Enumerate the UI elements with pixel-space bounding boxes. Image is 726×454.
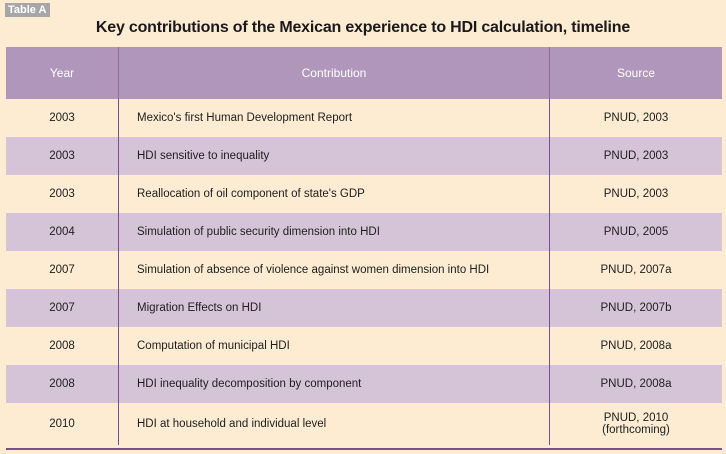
cell-contribution: Simulation of absence of violence agains… xyxy=(118,251,550,289)
cell-contribution: Reallocation of oil component of state's… xyxy=(118,175,550,213)
cell-year: 2003 xyxy=(6,137,119,175)
cell-contribution: HDI at household and individual level xyxy=(118,403,550,445)
table-header-row: Year Contribution Source xyxy=(6,47,722,99)
cell-source: PNUD, 2005 xyxy=(549,213,722,251)
table-row: 2007 Simulation of absence of violence a… xyxy=(6,251,722,289)
cell-year: 2007 xyxy=(6,289,119,327)
contributions-table: Year Contribution Source 2003 Mexico's f… xyxy=(6,47,722,445)
table-title: Key contributions of the Mexican experie… xyxy=(95,19,631,36)
table-row: 2003 HDI sensitive to inequality PNUD, 2… xyxy=(6,137,722,175)
cell-contribution: Computation of municipal HDI xyxy=(118,327,550,365)
cell-contribution: HDI sensitive to inequality xyxy=(118,137,550,175)
cell-source: PNUD, 2007b xyxy=(549,289,722,327)
cell-source: PNUD, 2010 (forthcoming) xyxy=(550,403,723,445)
table-row: 2003 Reallocation of oil component of st… xyxy=(6,175,722,213)
cell-contribution: Migration Effects on HDI xyxy=(118,289,550,327)
cell-year: 2007 xyxy=(49,264,75,276)
cell-source: PNUD, 2003 xyxy=(603,112,669,124)
table-row: 2004 Simulation of public security dimen… xyxy=(6,213,722,251)
table-row: 2003 Mexico's first Human Development Re… xyxy=(6,99,722,137)
header-source: Source xyxy=(549,47,722,99)
cell-contribution: Mexico's first Human Development Report xyxy=(118,99,550,137)
table-label: Table A xyxy=(5,3,50,17)
header-contribution: Contribution xyxy=(118,47,550,99)
cell-year: 2004 xyxy=(6,213,119,251)
header-year: Year xyxy=(6,47,119,99)
table-row: 2008 Computation of municipal HDI PNUD, … xyxy=(6,327,722,365)
cell-source: PNUD, 2008a xyxy=(600,340,672,352)
cell-source: PNUD, 2008a xyxy=(549,365,722,403)
cell-year: 2010 xyxy=(49,418,75,430)
cell-year: 2003 xyxy=(49,112,75,124)
cell-year: 2003 xyxy=(49,188,75,200)
table-row: 2010 HDI at household and individual lev… xyxy=(6,403,722,445)
cell-year: 2008 xyxy=(6,365,119,403)
source-text: PNUD, 2010 xyxy=(603,412,669,424)
cell-source: PNUD, 2003 xyxy=(549,137,722,175)
table-row: 2008 HDI inequality decomposition by com… xyxy=(6,365,722,403)
cell-source: PNUD, 2007a xyxy=(600,264,672,276)
cell-year: 2008 xyxy=(49,340,75,352)
cell-contribution: HDI inequality decomposition by componen… xyxy=(118,365,550,403)
cell-contribution: Simulation of public security dimension … xyxy=(118,213,550,251)
cell-source: PNUD, 2003 xyxy=(603,188,669,200)
source-note: (forthcoming) xyxy=(602,424,670,436)
bottom-rule xyxy=(6,448,722,450)
table-row: 2007 Migration Effects on HDI PNUD, 2007… xyxy=(6,289,722,327)
